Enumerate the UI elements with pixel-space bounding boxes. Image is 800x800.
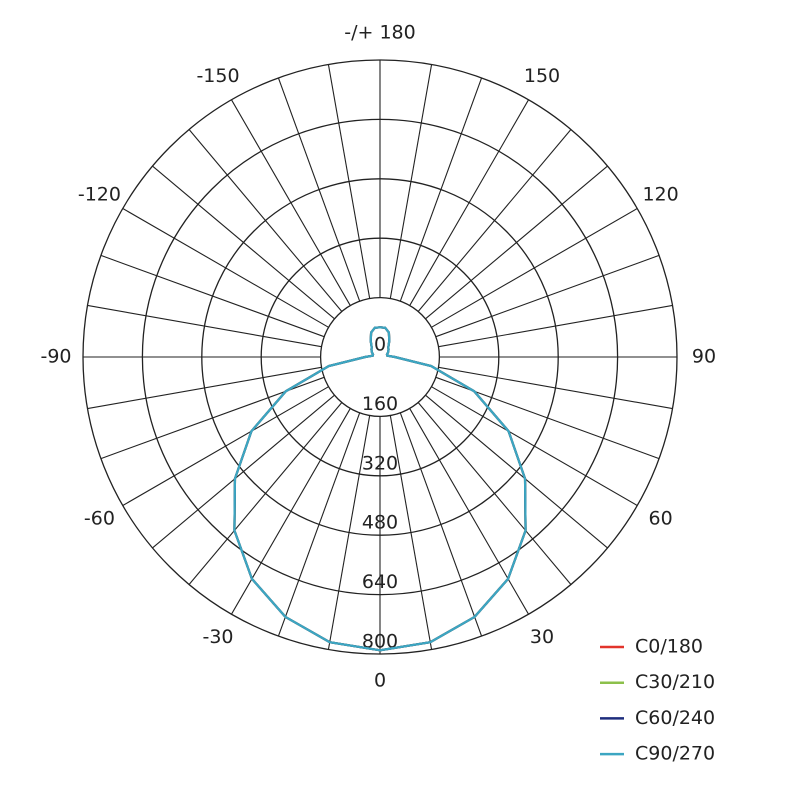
theta-tick-label: 0 bbox=[374, 670, 386, 692]
grid-spoke bbox=[399, 77, 483, 302]
theta-tick-label: 30 bbox=[530, 626, 554, 648]
legend-label: C30/210 bbox=[635, 671, 715, 693]
grid-spoke bbox=[188, 129, 343, 312]
grid-spoke bbox=[87, 366, 322, 410]
grid-spoke bbox=[389, 64, 433, 299]
r-tick-label: 320 bbox=[362, 452, 398, 474]
grid-spoke bbox=[122, 386, 329, 506]
theta-tick-label: 120 bbox=[642, 184, 678, 206]
grid-spoke bbox=[431, 208, 638, 328]
grid-spoke bbox=[327, 415, 371, 650]
legend-label: C60/240 bbox=[635, 707, 715, 729]
theta-tick-label: -/+ 180 bbox=[344, 22, 415, 44]
legend-label: C0/180 bbox=[635, 636, 703, 658]
grid-spoke bbox=[231, 408, 351, 615]
r-tick-label: 0 bbox=[374, 334, 386, 356]
grid-spoke bbox=[425, 394, 608, 549]
grid-spoke bbox=[399, 412, 483, 637]
r-tick-label: 640 bbox=[362, 571, 398, 593]
r-tick-label: 800 bbox=[362, 631, 398, 653]
grid-spoke bbox=[152, 165, 335, 320]
grid-spoke bbox=[435, 254, 660, 338]
grid-spoke bbox=[417, 402, 572, 585]
grid-spoke bbox=[431, 386, 638, 506]
legend-label: C90/270 bbox=[635, 743, 715, 765]
grid-spoke bbox=[425, 165, 608, 320]
r-tick-label: 160 bbox=[362, 393, 398, 415]
grid-spoke bbox=[231, 99, 351, 306]
theta-tick-label: -60 bbox=[84, 508, 115, 530]
grid-spoke bbox=[152, 394, 335, 549]
grid-spoke bbox=[87, 304, 322, 348]
grid-spoke bbox=[277, 412, 361, 637]
theta-tick-label: 150 bbox=[524, 65, 560, 87]
theta-tick-label: -150 bbox=[196, 65, 239, 87]
theta-tick-label: 60 bbox=[648, 508, 672, 530]
grid-spoke bbox=[122, 208, 329, 328]
grid-spoke bbox=[409, 99, 529, 306]
grid-spoke bbox=[438, 366, 673, 410]
theta-tick-label: -30 bbox=[202, 626, 233, 648]
grid-spoke bbox=[409, 408, 529, 615]
theta-tick-label: -90 bbox=[40, 346, 71, 368]
grid-spoke bbox=[188, 402, 343, 585]
grid-spoke bbox=[100, 254, 325, 338]
grid-spoke bbox=[327, 64, 371, 299]
r-tick-label: 480 bbox=[362, 512, 398, 534]
theta-tick-label: 90 bbox=[692, 346, 716, 368]
theta-tick-label: -120 bbox=[78, 184, 121, 206]
grid-spoke bbox=[417, 129, 572, 312]
grid-spoke bbox=[389, 415, 433, 650]
series-line bbox=[233, 326, 527, 652]
grid-spoke bbox=[438, 304, 673, 348]
grid-spoke bbox=[277, 77, 361, 302]
